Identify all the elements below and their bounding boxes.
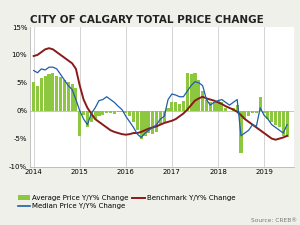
Bar (74, 88, 77, 111)
Bar (201, 91, 204, 111)
Bar (213, 102, 216, 111)
Bar (78, 111, 81, 136)
Bar (113, 111, 116, 114)
Bar (232, 108, 235, 111)
Bar (270, 111, 273, 122)
Bar (120, 111, 124, 112)
Bar (140, 111, 143, 139)
Bar (255, 111, 258, 113)
Bar (94, 111, 97, 119)
Bar (205, 99, 208, 111)
Bar (266, 111, 269, 119)
Bar (262, 111, 266, 113)
Bar (90, 111, 93, 122)
Bar (109, 111, 112, 113)
Bar (63, 80, 66, 111)
Bar (105, 111, 108, 113)
Bar (51, 73, 55, 111)
Bar (224, 108, 227, 111)
Bar (143, 111, 147, 136)
Bar (132, 111, 135, 122)
Bar (251, 111, 254, 113)
Bar (86, 111, 89, 127)
Bar (274, 111, 277, 125)
Bar (117, 111, 120, 112)
Bar (98, 111, 100, 116)
Bar (220, 102, 224, 111)
Bar (247, 111, 250, 116)
Bar (182, 101, 185, 111)
Bar (282, 111, 285, 136)
Bar (190, 74, 193, 111)
Bar (36, 86, 39, 111)
Bar (55, 76, 58, 111)
Bar (47, 74, 51, 111)
Legend: Average Price Y/Y% Change, Median Price Y/Y% Change, Benchmark Y/Y% Change: Average Price Y/Y% Change, Median Price … (18, 195, 235, 209)
Bar (32, 82, 35, 111)
Bar (159, 111, 162, 125)
Bar (128, 111, 131, 116)
Bar (124, 111, 127, 113)
Bar (194, 73, 196, 111)
Bar (216, 101, 220, 111)
Bar (236, 105, 239, 111)
Text: Source: CREB®: Source: CREB® (251, 218, 297, 223)
Bar (167, 108, 170, 111)
Bar (239, 111, 243, 153)
Bar (151, 111, 154, 134)
Bar (286, 111, 289, 137)
Bar (259, 97, 262, 111)
Bar (163, 111, 166, 122)
Bar (197, 80, 200, 111)
Bar (44, 76, 47, 111)
Bar (155, 111, 158, 132)
Bar (278, 111, 281, 127)
Bar (186, 73, 189, 111)
Bar (147, 111, 150, 133)
Text: CITY OF CALGARY TOTAL PRICE CHANGE: CITY OF CALGARY TOTAL PRICE CHANGE (30, 15, 264, 25)
Bar (67, 82, 70, 111)
Bar (174, 102, 177, 111)
Bar (170, 102, 173, 111)
Bar (101, 111, 104, 115)
Bar (178, 104, 181, 111)
Bar (243, 111, 246, 119)
Bar (59, 77, 62, 111)
Bar (82, 111, 85, 115)
Bar (209, 102, 212, 111)
Bar (70, 84, 74, 111)
Bar (40, 78, 43, 111)
Bar (136, 111, 139, 130)
